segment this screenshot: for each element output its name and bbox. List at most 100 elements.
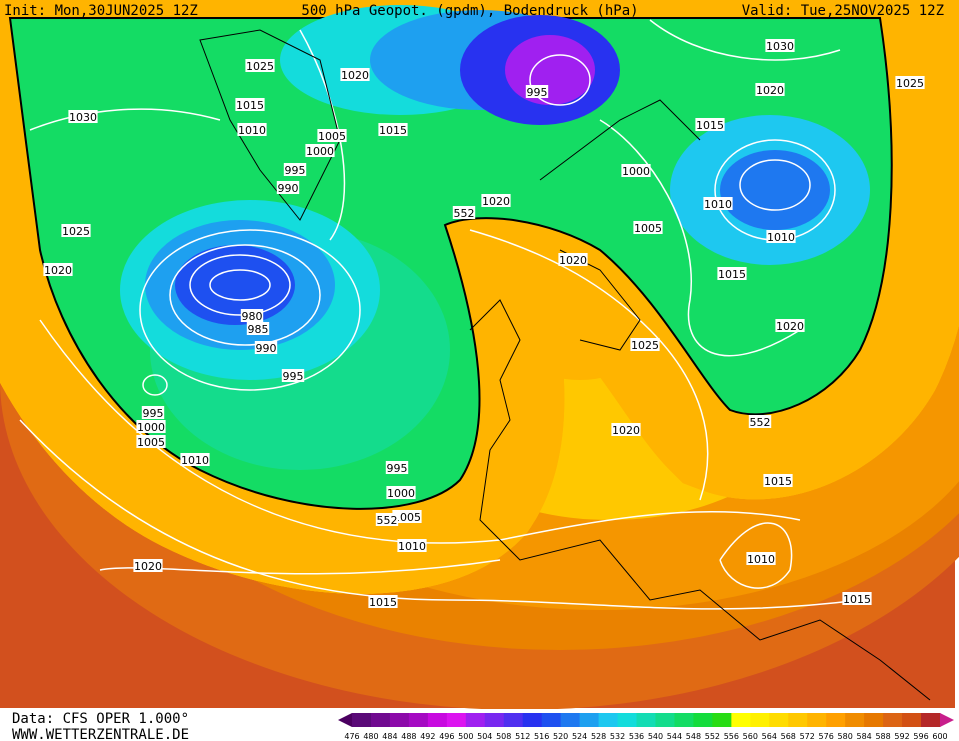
isobar-label: 1020	[482, 195, 510, 208]
isobar-label-bg	[305, 144, 335, 157]
isobar-label: 980	[242, 310, 263, 323]
colorbar-swatch	[446, 713, 467, 727]
colorbar-label: 564	[762, 732, 777, 741]
colorbar-swatch	[465, 713, 486, 727]
colorbar-swatch	[788, 713, 808, 727]
colorbar-label: 572	[800, 732, 815, 741]
colorbar-label: 588	[875, 732, 890, 741]
isobar-label: 1010	[747, 553, 775, 566]
colorbar-swatch	[883, 713, 903, 727]
colorbar-label: 596	[913, 732, 928, 741]
colorbar-swatch	[541, 713, 562, 727]
colorbar-label: 508	[496, 732, 511, 741]
colorbar-swatch	[845, 713, 865, 727]
isobar-label-bg	[368, 595, 398, 608]
isobar-label: 1000	[387, 487, 415, 500]
isobar-label-bg	[246, 322, 270, 335]
colorbar-label: 484	[382, 732, 397, 741]
isobar-label-bg	[317, 129, 347, 142]
colorbar-label: 584	[856, 732, 871, 741]
isobar-label-bg	[254, 341, 278, 354]
colorbar-label: 488	[401, 732, 416, 741]
isobar-label-bg	[525, 85, 549, 98]
colorbar-label: 504	[477, 732, 492, 741]
colorbar-label: 544	[667, 732, 682, 741]
isobar-label: 552	[377, 514, 398, 527]
coastlines	[199, 29, 931, 701]
colorbar-label: 568	[781, 732, 796, 741]
isobar-label-bg	[717, 267, 747, 280]
isobar-label: 990	[256, 342, 277, 355]
isobar-label: 1010	[398, 540, 426, 553]
colorbar-label: 552	[705, 732, 720, 741]
isobar-label: 1000	[306, 145, 334, 158]
colorbar-label: 540	[648, 732, 663, 741]
isobar-label: 1010	[238, 124, 266, 137]
isobar-label-bg	[43, 263, 73, 276]
colorbar-swatch	[503, 713, 524, 727]
isobar-label: 1020	[756, 84, 784, 97]
isobar-label-bg	[283, 163, 307, 176]
isobar-label: 1030	[766, 40, 794, 53]
isobar-label-bg	[611, 423, 641, 436]
isobar-label-bg	[481, 194, 511, 207]
isobar-label-bg	[240, 309, 264, 322]
isobar-label-bg	[245, 59, 275, 72]
colorbar-label: 580	[838, 732, 853, 741]
isobar-label: 1015	[843, 593, 871, 606]
isobar-label: 1025	[62, 225, 90, 238]
isobar-label: 552	[750, 416, 771, 429]
isobar-label-bg	[842, 592, 872, 605]
isobar-label-bg	[397, 539, 427, 552]
colorbar-swatch	[731, 713, 751, 727]
colorbar-label: 556	[724, 732, 739, 741]
isobar-label-bg	[235, 98, 265, 111]
isobar-label-bg	[748, 415, 772, 428]
isobar-label: 985	[248, 323, 269, 336]
isobar-label: 995	[387, 462, 408, 475]
colorbar-label: 520	[553, 732, 568, 741]
isobar-label-bg	[281, 369, 305, 382]
colorbar-label: 496	[439, 732, 454, 741]
map-title: 500 hPa Geopot. (gpdm), Bodendruck (hPa)	[301, 3, 638, 19]
isobar-label-bg	[452, 206, 476, 219]
isobar-label-bg	[61, 224, 91, 237]
isobar-label: 1020	[44, 264, 72, 277]
data-source: Data: CFS OPER 1.000°	[12, 711, 189, 727]
colorbar: 476 480 484 488 492 496 500 504 508 512 516 520 524 5…	[338, 713, 954, 741]
colorbar-arrow	[338, 713, 352, 727]
isobar-label-bg	[765, 39, 795, 52]
isobar-label-bg	[392, 510, 422, 523]
isobar-label: 990	[278, 182, 299, 195]
isobar-label: 995	[285, 164, 306, 177]
isobar-label: 552	[454, 207, 475, 220]
colorbar-swatch	[484, 713, 505, 727]
site: WWW.WETTERZENTRALE.DE	[12, 727, 189, 741]
colorbar-label: 532	[610, 732, 625, 741]
colorbar-swatch	[370, 713, 391, 727]
isobar-label: 1015	[764, 475, 792, 488]
colorbar-swatch	[826, 713, 846, 727]
colorbar-swatch	[674, 713, 694, 727]
colorbar-label: 516	[534, 732, 549, 741]
field	[0, 0, 959, 710]
colorbar-arrow	[940, 713, 954, 727]
colorbar-label: 492	[420, 732, 435, 741]
colorbar-swatch	[352, 713, 372, 727]
isobar-label: 1015	[236, 99, 264, 112]
colorbar-swatch	[712, 713, 732, 727]
colorbar-swatch	[769, 713, 789, 727]
isobar-label: 1015	[369, 596, 397, 609]
colorbar-swatch	[655, 713, 675, 727]
isobar-label: 1005	[318, 130, 346, 143]
isobar-label: 1020	[776, 320, 804, 333]
isobar-label: 1025	[246, 60, 274, 73]
colorbar-swatch	[408, 713, 429, 727]
isobar-label-bg	[141, 406, 165, 419]
isobar-label: 1020	[612, 424, 640, 437]
isobar-label: 1015	[718, 268, 746, 281]
isobar-label: 1000	[137, 421, 165, 434]
isobar-label-bg	[633, 221, 663, 234]
isobar-label: 1005	[634, 222, 662, 235]
